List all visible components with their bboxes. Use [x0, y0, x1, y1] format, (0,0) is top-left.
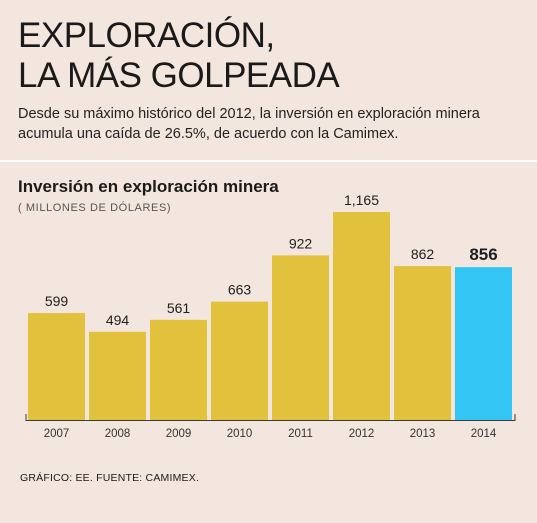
- tick-label-2010: 2010: [227, 428, 253, 440]
- tick-label-2007: 2007: [44, 428, 70, 440]
- title-line-2: LA MÁS GOLPEADA: [18, 56, 340, 95]
- bar-2009: [150, 319, 207, 420]
- value-label-2007: 599: [45, 293, 69, 309]
- chart-units: ( MILLONES DE DÓLARES): [18, 202, 172, 214]
- tick-label-2013: 2013: [410, 428, 436, 440]
- bar-2008: [89, 331, 146, 420]
- tick-label-2009: 2009: [166, 428, 192, 440]
- tick-label-2012: 2012: [349, 428, 375, 440]
- tick-label-2014: 2014: [471, 428, 497, 440]
- bar-chart: 599 2007 494 2008 561 2009 663 2010 922 2011 1,165…: [25, 192, 516, 440]
- title-line-1: EXPLORACIÓN,: [18, 16, 275, 55]
- bar-2013: [394, 266, 451, 420]
- value-label-2011: 922: [289, 235, 313, 251]
- value-label-2012: 1,165: [344, 192, 379, 208]
- source-note: GRÁFICO: EE. FUENTE: CAMIMEX.: [20, 472, 200, 484]
- bar-2011: [272, 255, 329, 420]
- bar-2014: [455, 267, 512, 420]
- bar-2010: [211, 301, 268, 420]
- tick-label-2008: 2008: [105, 428, 131, 440]
- value-label-2014: 856: [469, 245, 497, 264]
- value-label-2008: 494: [106, 312, 130, 328]
- page-subtitle: Desde su máximo histórico del 2012, la i…: [18, 106, 480, 142]
- value-label-2010: 663: [228, 282, 252, 298]
- bar-2012: [333, 212, 390, 420]
- section-divider: [0, 160, 537, 162]
- tick-label-2011: 2011: [288, 428, 313, 440]
- page-title: EXPLORACIÓN, LA MÁS GOLPEADA: [18, 16, 340, 96]
- bar-2007: [28, 313, 85, 420]
- value-label-2013: 862: [411, 246, 435, 262]
- chart-title: Inversión en exploración minera: [18, 177, 279, 196]
- value-label-2009: 561: [167, 300, 191, 316]
